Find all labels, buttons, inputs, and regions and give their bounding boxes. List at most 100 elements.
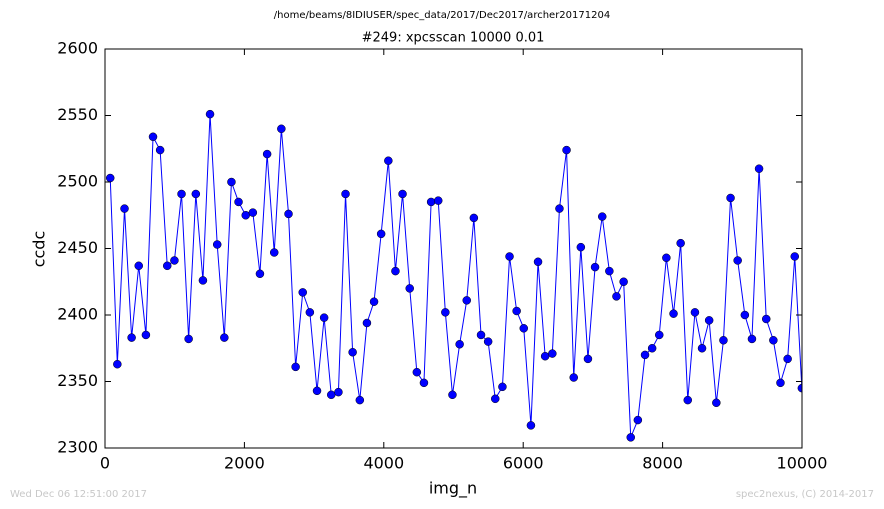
data-point [298,288,307,297]
data-point [662,253,671,263]
data-point [526,421,536,430]
data-point [633,415,643,425]
data-point [155,145,165,155]
data-point [469,213,479,223]
data-point [127,333,136,342]
data-point [412,367,422,377]
data-point [697,344,707,353]
plot-area [105,109,802,442]
data-point [776,378,785,388]
data-point [647,344,657,353]
data-point [234,197,243,207]
data-point [512,306,521,316]
data-point [441,308,450,317]
data-point [519,324,529,333]
data-point [640,350,650,360]
data-point [555,204,564,213]
data-point [576,242,586,252]
data-point [455,340,464,349]
data-point [719,336,728,345]
data-point [184,334,193,344]
x-tick-label: 10000 [777,454,828,473]
data-point [491,394,500,404]
y-tick-label: 2450 [57,238,98,257]
data-point [433,196,443,205]
data-point [369,297,379,306]
data-point [162,261,172,271]
data-point [148,132,158,142]
data-point [227,177,236,187]
x-tick-label: 4000 [363,454,404,473]
data-point [177,189,186,199]
data-point [248,208,258,217]
data-point [334,387,343,397]
data-point [391,266,400,276]
data-point [120,204,129,213]
data-point [220,333,229,342]
data-point [326,390,336,400]
y-tick-label: 2600 [57,39,98,58]
data-point [683,395,693,405]
data-point [198,276,208,285]
data-point [769,336,778,345]
data-point [562,145,571,155]
data-point [626,433,635,442]
x-tick-label: 8000 [642,454,683,473]
data-point [597,212,607,221]
data-point [205,109,215,119]
data-point [712,398,721,408]
data-point [605,266,614,276]
x-tick-label: 2000 [224,454,265,473]
data-point [191,189,201,199]
data-point [669,309,678,318]
data-point [255,269,265,279]
data-point [747,334,757,344]
data-point [733,256,742,265]
data-point [113,359,122,369]
data-point [348,347,357,357]
data-point [790,252,800,261]
data-point [690,308,700,317]
data-point [277,124,286,134]
data-point [676,238,685,248]
data-point [726,193,735,203]
data-point [655,330,664,340]
data-point [483,337,493,346]
data-point [590,262,600,272]
data-point [212,240,222,249]
y-tick-label: 2400 [57,305,98,324]
data-point [305,308,315,317]
x-tick-label: 0 [100,454,110,473]
footer-right: spec2nexus, (C) 2014-2017 [736,489,874,500]
y-tick-label: 2500 [57,172,98,191]
data-point [783,354,792,364]
data-point [540,351,550,361]
data-point [398,189,407,199]
data-point [141,330,151,340]
data-point [612,292,621,301]
data-point [384,156,393,165]
data-point [319,313,329,322]
data-point [105,173,115,183]
data-point [376,229,386,239]
data-point [583,354,593,364]
data-point [740,310,750,320]
data-point [269,248,279,257]
data-point [241,211,250,220]
y-tick-label: 2550 [57,105,98,124]
x-tick-label: 6000 [503,454,544,473]
data-point [134,261,143,271]
data-point [355,395,365,405]
data-point [262,149,272,159]
data-point [704,316,714,325]
data-point [419,378,429,388]
data-point [312,386,322,396]
data-point [476,330,486,340]
y-tick-label: 2300 [57,438,98,457]
data-point [170,256,179,265]
y-tick-label: 2350 [57,371,98,390]
data-point [619,277,628,286]
data-point [448,390,457,400]
data-point [426,197,436,207]
data-point [505,252,514,261]
